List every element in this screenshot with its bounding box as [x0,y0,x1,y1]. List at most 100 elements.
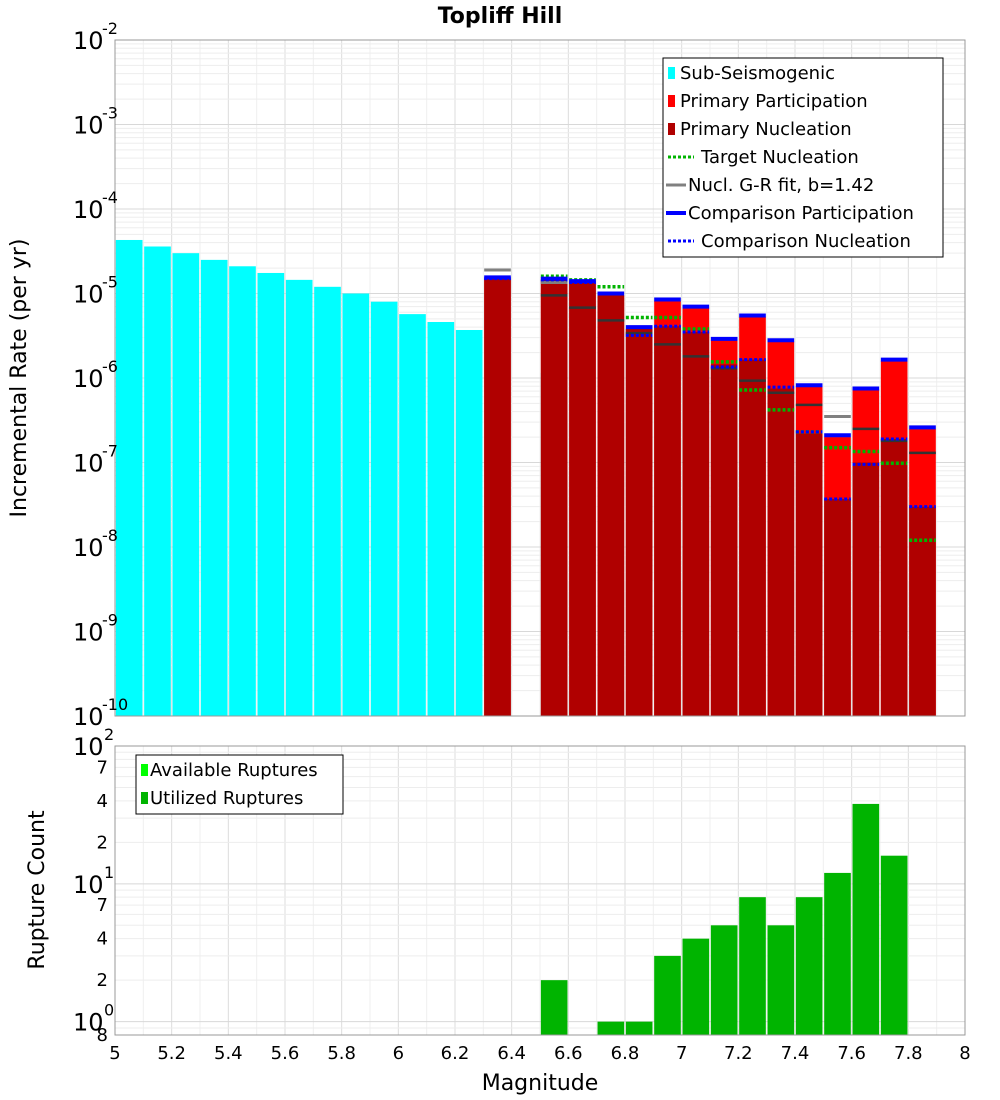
primary-nucleation-bar [767,388,795,716]
top-y-tick: 10-5 [73,273,118,309]
sub-seismogenic-bar [427,321,455,716]
primary-nucleation-bar [795,433,823,716]
primary-nucleation-bar [597,295,625,716]
utilized-ruptures-bar [852,803,880,1035]
sub-seismogenic-bar [200,259,228,716]
top-y-axis-label: Incremental Rate (per yr) [7,239,32,518]
x-tick-label: 6.6 [554,1043,583,1064]
top-y-tick-exponent: -3 [102,104,118,123]
top-legend-entry: Target Nucleation [668,147,859,168]
x-tick-labels: 5 5.2 5.4 5.6 5.8 6 6.2 6.4 6.6 6.8 7 7.2 7.4 7.6 7.8 8 [109,1043,970,1064]
bottom-y-minor-tick-label: 4 [97,929,108,950]
bottom-legend-entry: Available Ruptures [141,760,318,781]
top-y-tick-base: 10 [73,450,104,478]
primary-nucleation-bar [682,332,710,716]
bottom-y-tick-exponent: 1 [104,863,114,882]
bottom-y-minor-tick-label: 4 [97,791,108,812]
x-tick-label: 6 [393,1043,404,1064]
top-y-tick: 10-6 [73,357,118,393]
primary-nucleation-bar [654,326,681,716]
top-y-tick-base: 10 [73,112,104,140]
top-plot-frame [114,39,966,717]
legend-swatch [668,123,675,135]
x-tick-label: 5.2 [157,1043,186,1064]
top-legend-entry: Nucl. G-R fit, b=1.42 [666,175,874,196]
bottom-legend-label: Utilized Ruptures [150,788,303,809]
primary-nucleation-bar [710,364,738,716]
sub-seismogenic-bar [455,329,483,716]
utilized-ruptures-bar [795,897,823,1035]
top-y-tick: 10-9 [73,611,118,647]
x-tick-label: 5.6 [271,1043,300,1064]
bottom-y-minor-tick-label: 2 [97,970,108,991]
bottom-y-tick: 10 0 [73,1001,114,1037]
x-tick-label: 8 [959,1043,970,1064]
top-panel-bars [115,239,936,716]
bottom-y-tick-base: 10 [73,871,104,899]
x-tick-label: 7.8 [894,1043,923,1064]
primary-nucleation-bar [569,282,596,716]
top-legend-entry: Comparison Nucleation [668,231,911,252]
bottom-legend-entry: Utilized Ruptures [141,788,303,809]
primary-nucleation-bar [739,359,766,716]
bottom-legend: Available Ruptures Utilized Ruptures [135,754,344,815]
top-y-tick: 10-3 [73,104,118,140]
bottom-y-axis-label: Rupture Count [25,810,50,970]
top-legend-label: Primary Participation [680,91,868,112]
bottom-y-minor-tick-label: 7 [97,895,108,916]
x-tick-label: 5.4 [214,1043,243,1064]
top-y-tick-exponent: -4 [102,188,118,207]
top-legend-label: Comparison Nucleation [701,231,911,252]
top-legend-label: Comparison Participation [688,203,914,224]
top-y-tick-base: 10 [73,534,104,562]
primary-nucleation-bar [625,329,653,716]
chart-title: Topliff Hill [438,4,563,29]
primary-nucleation-bar [852,462,880,716]
sub-seismogenic-bar [285,279,313,716]
bottom-y-tick-base: 10 [73,1009,104,1037]
utilized-ruptures-bar [880,855,908,1035]
x-tick-label: 5 [109,1043,120,1064]
bottom-y-tick: 10 2 [73,725,114,761]
top-legend-box [662,57,944,258]
top-y-tick: 10-2 [73,19,118,55]
top-panel-markers [484,268,936,543]
legend-swatch [141,764,148,776]
top-y-tick-base: 10 [73,703,104,731]
top-y-tick-exponent: -2 [102,19,118,38]
sub-seismogenic-bar [370,301,398,716]
top-legend-label: Target Nucleation [700,147,859,168]
top-y-tick-exponent: -6 [102,357,118,376]
utilized-ruptures-bar [824,872,851,1035]
primary-nucleation-bar [540,279,568,716]
bottom-y-minor-tick-label: 8 [97,1025,108,1046]
top-y-tick-exponent: -5 [102,273,118,292]
sub-seismogenic-bar [257,272,285,716]
top-y-tick-exponent: -7 [102,442,118,461]
utilized-ruptures-bar [654,955,681,1035]
top-legend: Sub-Seismogenic Primary Participation Prim… [662,57,944,258]
sub-seismogenic-bar [342,293,370,716]
primary-nucleation-bar [909,506,936,716]
primary-nucleation-bar [824,498,851,716]
x-tick-label: 7.2 [724,1043,753,1064]
bottom-panel-bars [540,803,908,1035]
sub-seismogenic-bar [115,239,143,716]
bottom-y-tick-exponent: 0 [104,1001,114,1020]
bottom-y-minor-tick-label: 7 [97,757,108,778]
top-legend-entry: Primary Participation [668,91,868,112]
bottom-y-tick-exponent: 2 [104,725,114,744]
top-y-tick: 10-10 [73,695,128,731]
top-legend-entry: Primary Nucleation [668,119,852,140]
top-y-tick: 10-8 [73,526,118,562]
legend-swatch [668,67,675,79]
utilized-ruptures-bar [739,897,766,1035]
top-legend-entry: Sub-Seismogenic [668,63,835,84]
bottom-legend-box [135,754,344,815]
top-y-tick-labels: 10-210-310-410-510-610-710-810-910-10 [73,19,128,731]
sub-seismogenic-bar [314,286,341,716]
top-y-tick-base: 10 [73,27,104,55]
top-legend-label: Primary Nucleation [680,119,852,140]
x-tick-label: 5.8 [327,1043,356,1064]
